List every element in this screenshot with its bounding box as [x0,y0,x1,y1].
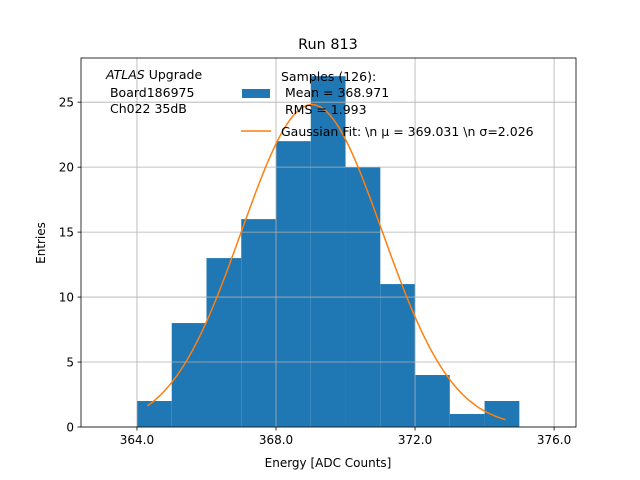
histogram-bar [206,258,242,427]
x-tick-label: 372.0 [398,433,432,447]
histogram-bar [136,401,172,427]
histogram-bar [241,219,277,427]
legend-rms-label: RMS = 1.993 [281,102,367,117]
x-tick-label: 364.0 [120,433,154,447]
gaussian-fit-line [146,103,506,421]
x-tick-label: 368.0 [259,433,293,447]
y-tick-label: 15 [59,226,74,240]
histogram-bar [415,375,450,427]
y-axis-label: Entries [34,222,48,264]
board-label: Board186975 [106,85,194,100]
legend-mean-label: Mean = 368.971 [281,85,389,100]
annotation-text: ATLAS Upgrade Board186975 Ch022 35dB [105,67,202,116]
y-tick-label: 0 [66,421,74,435]
y-tick-label: 20 [59,161,74,175]
y-tick-label: 5 [66,356,74,370]
chart-title: Run 813 [298,37,358,53]
histogram-bar [380,284,416,427]
legend-histogram-swatch [242,89,270,98]
legend-samples-label: Samples (126): [281,69,376,84]
atlas-label: ATLAS [105,67,145,82]
histogram-bar [310,76,346,428]
upgrade-label: Upgrade [145,67,203,82]
x-axis-label: Energy [ADC Counts] [265,456,392,470]
channel-label: Ch022 35dB [106,101,187,116]
histogram-bar [449,414,485,427]
y-tick-label: 10 [59,291,74,305]
x-tick-label: 376.0 [537,433,571,447]
y-tick-label: 25 [59,96,74,110]
histogram-bar [276,141,311,428]
svg-text:ATLAS Upgrade: ATLAS Upgrade [105,67,202,82]
legend: Samples (126): Mean = 368.971 RMS = 1.99… [241,69,534,139]
axes-frame [80,57,577,428]
legend-fit-label: Gaussian Fit: \n μ = 369.031 \n σ=2.026 [281,124,534,139]
